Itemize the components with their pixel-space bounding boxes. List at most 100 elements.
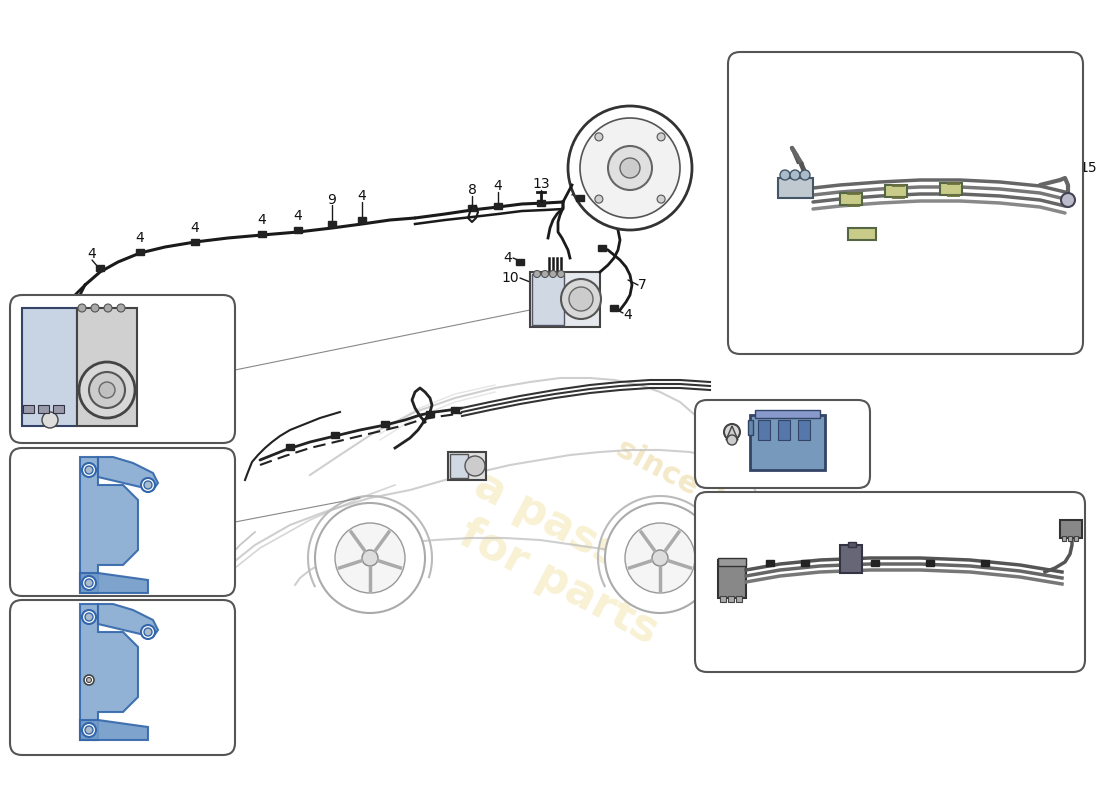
Bar <box>450 454 468 478</box>
Bar <box>1060 520 1082 538</box>
Text: 4: 4 <box>494 179 503 193</box>
Bar <box>1074 536 1078 541</box>
Text: 7: 7 <box>805 525 814 539</box>
Circle shape <box>144 628 152 636</box>
Circle shape <box>534 270 540 278</box>
Text: 6: 6 <box>717 403 726 417</box>
Text: 15: 15 <box>1079 161 1097 175</box>
Circle shape <box>79 362 135 418</box>
Text: 4: 4 <box>746 530 755 544</box>
Polygon shape <box>80 573 148 593</box>
Polygon shape <box>80 720 148 740</box>
FancyBboxPatch shape <box>10 448 235 596</box>
Bar <box>610 305 618 311</box>
Text: 3: 3 <box>37 465 46 479</box>
Circle shape <box>336 523 405 593</box>
Circle shape <box>625 523 695 593</box>
Text: 3: 3 <box>37 618 46 632</box>
Polygon shape <box>80 604 138 740</box>
Text: 4: 4 <box>90 355 99 369</box>
Text: 3: 3 <box>37 713 46 727</box>
Bar <box>840 193 862 205</box>
Bar <box>736 596 743 602</box>
Bar <box>468 205 476 211</box>
Circle shape <box>141 478 155 492</box>
Circle shape <box>91 304 99 312</box>
Circle shape <box>550 270 557 278</box>
Circle shape <box>580 118 680 218</box>
Bar <box>576 195 584 201</box>
Polygon shape <box>98 457 158 490</box>
Polygon shape <box>726 426 738 440</box>
Bar <box>871 560 879 566</box>
Bar <box>598 245 606 251</box>
Bar <box>718 558 746 566</box>
Circle shape <box>1062 193 1075 207</box>
Circle shape <box>605 503 715 613</box>
Bar <box>448 452 486 480</box>
Text: 12: 12 <box>571 171 588 185</box>
Bar <box>39 405 50 413</box>
Text: 4: 4 <box>190 221 199 235</box>
Bar <box>381 421 389 427</box>
Polygon shape <box>80 457 138 593</box>
Circle shape <box>78 304 86 312</box>
Circle shape <box>465 456 485 476</box>
Text: 4: 4 <box>88 247 97 261</box>
Bar <box>718 560 746 598</box>
Text: 9: 9 <box>328 193 337 207</box>
Circle shape <box>104 304 112 312</box>
Bar <box>758 420 770 440</box>
Text: 3: 3 <box>37 561 46 575</box>
Bar <box>798 420 810 440</box>
Circle shape <box>657 195 665 203</box>
Text: Valid for GD: Valid for GD <box>76 746 160 758</box>
Text: 10: 10 <box>502 271 519 285</box>
Bar <box>294 227 302 233</box>
Bar <box>778 420 790 440</box>
Bar <box>77 308 138 426</box>
Text: 2: 2 <box>188 511 197 525</box>
Circle shape <box>568 106 692 230</box>
Bar <box>426 411 434 417</box>
Text: 5: 5 <box>817 403 826 417</box>
Circle shape <box>657 133 665 141</box>
Circle shape <box>144 481 152 489</box>
Circle shape <box>724 424 740 440</box>
Circle shape <box>558 270 564 278</box>
Circle shape <box>620 158 640 178</box>
Bar <box>720 596 726 602</box>
Bar <box>96 265 104 271</box>
Circle shape <box>99 382 116 398</box>
Text: 4: 4 <box>257 213 266 227</box>
FancyBboxPatch shape <box>10 600 235 755</box>
Text: 16: 16 <box>23 675 41 689</box>
Polygon shape <box>98 604 158 637</box>
Bar <box>537 200 544 206</box>
Circle shape <box>561 279 601 319</box>
Text: 2: 2 <box>188 658 197 672</box>
Circle shape <box>82 723 96 737</box>
Circle shape <box>117 304 125 312</box>
Circle shape <box>85 466 94 474</box>
Circle shape <box>608 146 652 190</box>
Circle shape <box>790 170 800 180</box>
Bar <box>532 274 564 325</box>
Bar <box>848 542 856 547</box>
Bar <box>840 545 862 573</box>
Text: a passion
for parts: a passion for parts <box>443 463 696 657</box>
Text: 7: 7 <box>638 278 647 292</box>
Bar <box>56 335 64 341</box>
Bar <box>1062 536 1066 541</box>
Circle shape <box>315 503 425 613</box>
Bar <box>530 272 600 327</box>
Text: 1: 1 <box>166 421 175 435</box>
Text: 4: 4 <box>504 251 513 265</box>
Circle shape <box>780 170 790 180</box>
Circle shape <box>652 550 668 566</box>
Text: 13: 13 <box>532 177 550 191</box>
Bar <box>451 407 459 413</box>
Bar <box>926 560 934 566</box>
Circle shape <box>89 372 125 408</box>
Bar <box>1068 536 1072 541</box>
